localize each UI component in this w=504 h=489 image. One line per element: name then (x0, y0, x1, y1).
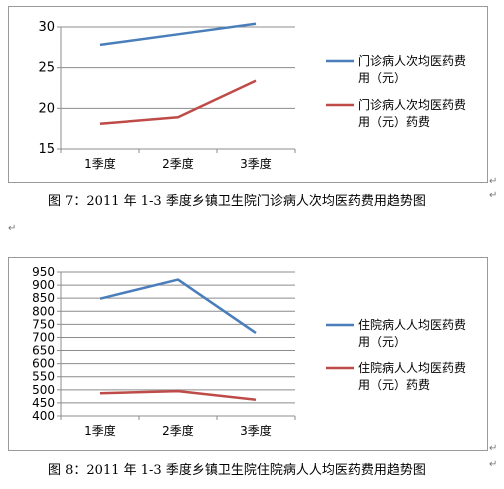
chart-1-frame: 15 20 25 30 1季度 2季度 3季度 门诊病人次均医药费用（元） 门诊病人次均医药费用… (8, 6, 488, 183)
figure-7-caption: 图 7：2011 年 1-3 季度乡镇卫生院门诊病人次均医药费用趋势图 (48, 194, 426, 209)
chart-1: 15 20 25 30 1季度 2季度 3季度 门诊病人次均医药费用（元） 门诊病人次均医药费用… (38, 20, 466, 171)
y-tick-label: 650 (32, 344, 55, 358)
y-tick-label: 950 (32, 265, 55, 279)
y-tick-label: 550 (32, 370, 55, 384)
series-line (99, 389, 257, 402)
y-tick-label: 800 (32, 304, 55, 318)
paragraph-mark: ↵ (489, 459, 498, 470)
y-tick-label: 700 (32, 330, 55, 344)
chart-2-frame: 400 450 500 550 600 650 700 750 800 850 900 950 1季度 2… (8, 257, 488, 451)
y-tick-label: 600 (32, 357, 55, 371)
legend-entry-label: 住院病人人均医药费用（元） (358, 317, 466, 349)
y-tick-label: 450 (32, 396, 55, 410)
y-tick-label: 400 (32, 409, 55, 423)
series-line (99, 278, 257, 335)
legend-entry-label: 门诊病人次均医药费用（元） (358, 53, 466, 85)
paragraph-mark: ↵ (489, 190, 498, 201)
y-tick-label: 25 (38, 61, 55, 76)
legend-entry-label: 门诊病人次均医药费用（元）药费 (358, 97, 466, 129)
x-tick-label: 1季度 (84, 156, 116, 171)
figure-8-caption: 图 8：2011 年 1-3 季度乡镇卫生院住院病人人均医药费用趋势图 (48, 463, 426, 478)
y-tick-label: 850 (32, 291, 55, 305)
y-tick-label: 30 (38, 20, 55, 35)
paragraph-mark: ↵ (489, 176, 498, 187)
series-line (99, 79, 257, 126)
x-tick-label: 2季度 (162, 156, 194, 171)
paragraph-mark: ↵ (489, 443, 498, 454)
paragraph-mark: ↵ (8, 223, 17, 234)
y-tick-label: 20 (38, 101, 55, 116)
y-tick-label: 750 (32, 317, 55, 331)
legend-entry-label: 住院病人人均医药费用（元）药费 (358, 360, 466, 392)
y-tick-label: 500 (32, 383, 55, 397)
x-tick-label: 3季度 (240, 156, 272, 171)
y-tick-label: 900 (32, 278, 55, 292)
y-tick-label: 15 (38, 142, 55, 157)
x-tick-label: 3季度 (240, 423, 272, 438)
x-tick-label: 1季度 (84, 423, 116, 438)
x-tick-label: 2季度 (162, 423, 194, 438)
